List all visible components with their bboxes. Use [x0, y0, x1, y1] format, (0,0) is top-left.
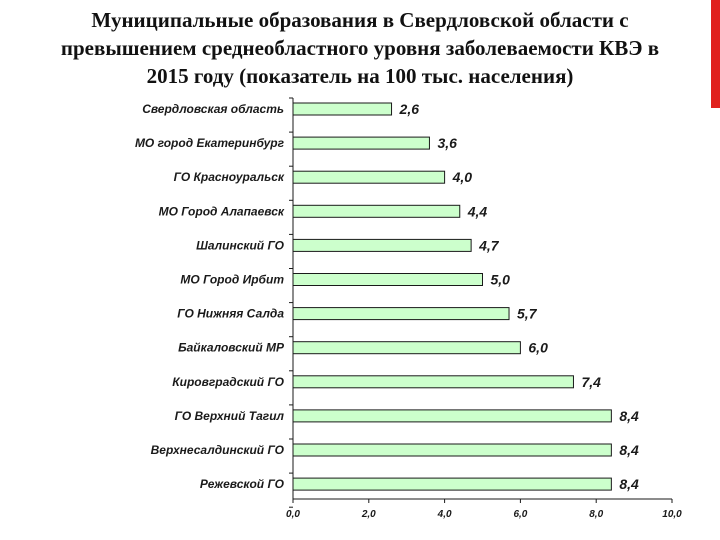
- title-line: превышением среднеобластного уровня забо…: [60, 36, 660, 60]
- category-label: Верхнесалдинский ГО: [151, 443, 285, 457]
- category-label: МО Город Алапаевск: [159, 204, 285, 218]
- data-label: 8,4: [619, 442, 639, 458]
- category-label: Свердловская область: [142, 102, 284, 116]
- category-label: МО Город Ирбит: [180, 273, 284, 287]
- data-label: 5,0: [491, 272, 511, 288]
- bar: [292, 136, 430, 150]
- bar: [292, 341, 521, 355]
- category-label: ГО Нижняя Салда: [177, 307, 284, 321]
- data-label: 4,0: [452, 169, 473, 185]
- bar: [292, 409, 612, 423]
- category-label: ГО Красноуральск: [174, 170, 285, 184]
- data-label: 8,4: [619, 408, 639, 424]
- x-tick-label: 2,0: [361, 509, 376, 520]
- slide-title: Муниципальные образования в Свердловской…: [0, 6, 720, 90]
- x-tick-label: 8,0: [589, 509, 603, 520]
- title-line: 2015 году (показатель на 100 тыс. населе…: [146, 64, 574, 88]
- accent-bar: [711, 0, 720, 108]
- bar: [292, 102, 393, 116]
- category-label: МО город Екатеринбург: [135, 136, 285, 150]
- bar: [292, 307, 510, 321]
- data-label: 3,6: [437, 135, 457, 151]
- category-label: Шалинский ГО: [196, 238, 285, 252]
- data-label: 7,4: [581, 374, 601, 390]
- bar: [292, 170, 446, 184]
- x-tick-label: 0,0: [286, 509, 300, 520]
- bar: [292, 204, 461, 218]
- data-label: 4,7: [478, 237, 500, 253]
- data-label: 2,6: [399, 101, 420, 117]
- x-tick-label: 4,0: [437, 509, 452, 520]
- category-label: Режевской ГО: [200, 477, 285, 491]
- category-label: Байкаловский МР: [178, 341, 285, 355]
- bar: [292, 238, 472, 252]
- data-label: 8,4: [619, 476, 639, 492]
- data-label: 6,0: [528, 340, 548, 356]
- category-label: ГО Верхний Тагил: [175, 409, 285, 423]
- data-label: 5,7: [517, 306, 538, 322]
- category-label: Кировградский ГО: [172, 375, 284, 389]
- bar: [292, 477, 612, 491]
- x-tick-label: 6,0: [513, 509, 527, 520]
- data-label: 4,4: [467, 203, 488, 219]
- title-line: Муниципальные образования в Свердловской…: [91, 8, 629, 32]
- x-tick-label: 10,0: [662, 509, 682, 520]
- bar: [292, 443, 612, 457]
- bar: [292, 273, 483, 286]
- bar: [292, 375, 574, 389]
